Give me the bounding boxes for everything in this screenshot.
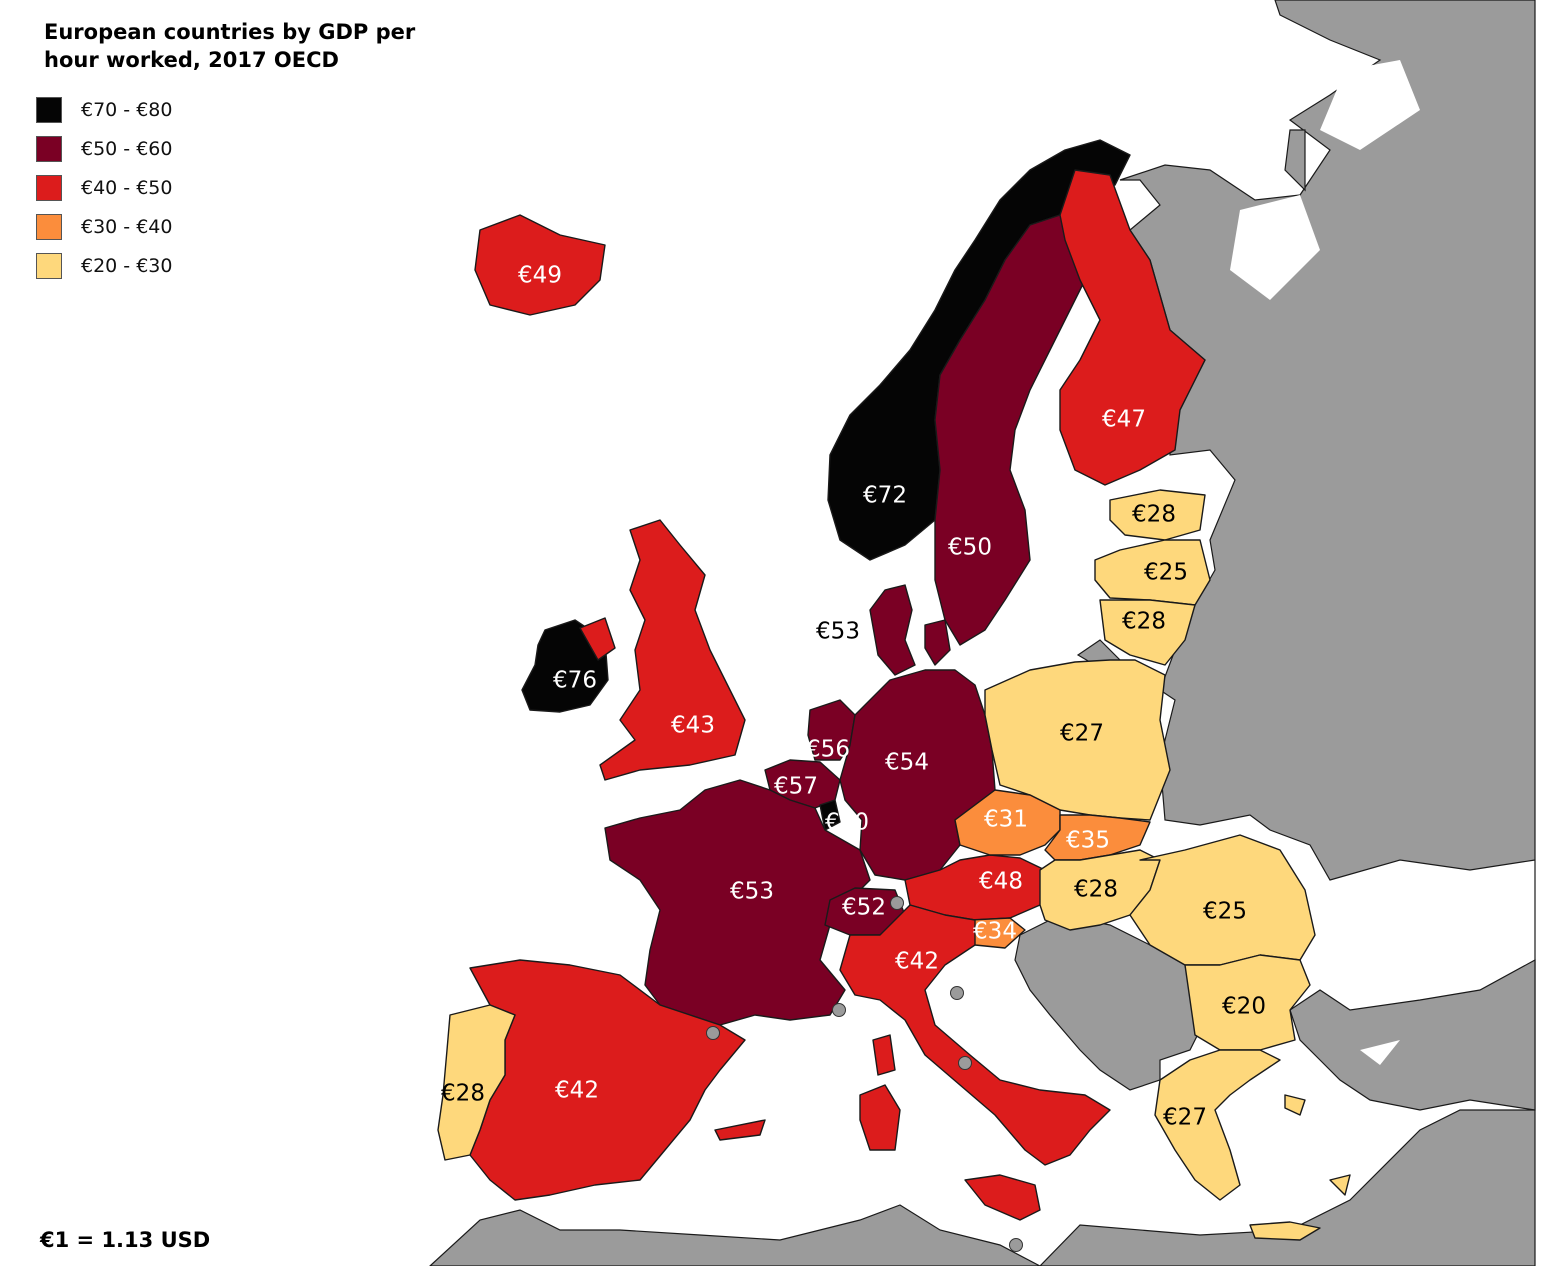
country-denmark — [869, 584, 951, 676]
value-label-finland: €47 — [1102, 407, 1146, 433]
country-shape — [474, 214, 606, 316]
legend-item-40-50: €40 - €50 — [36, 168, 172, 207]
country-france — [604, 779, 871, 1026]
country-shape — [839, 904, 1111, 1166]
city-dot — [706, 1026, 720, 1040]
country-shape — [604, 779, 871, 1026]
country-shape — [807, 699, 856, 761]
value-label-norway: €72 — [863, 483, 907, 509]
country-shape — [1329, 1174, 1351, 1196]
country-shape — [819, 799, 841, 831]
value-label-estonia: €28 — [1132, 502, 1176, 528]
legend-swatch — [36, 96, 62, 123]
currency-footnote: €1 = 1.13 USD — [40, 1228, 211, 1252]
country-lithuania — [1099, 599, 1196, 666]
country-shape — [1184, 954, 1311, 1051]
value-label-italy: €42 — [895, 949, 939, 975]
country-shape — [599, 519, 746, 781]
value-label-austria: €48 — [979, 869, 1023, 895]
value-label-denmark: €53 — [816, 619, 860, 645]
legend-item-50-60: €50 - €60 — [36, 129, 172, 168]
legend-swatch — [36, 252, 62, 279]
value-label-ireland: €76 — [553, 668, 597, 694]
value-label-netherlands: €56 — [806, 737, 850, 763]
country-shape — [1284, 1094, 1306, 1116]
country-value-labels: €49 €72 €50 €47 €53 €76 €43 €56 €57 €70 €54 €53 €52 €… — [441, 263, 1266, 1131]
value-label-portugal: €28 — [441, 1081, 485, 1107]
value-label-united-kingdom: €43 — [671, 713, 715, 739]
value-label-spain: €42 — [555, 1078, 599, 1104]
country-shape — [1154, 1049, 1281, 1201]
country-italy — [839, 904, 1111, 1221]
value-label-belgium: €57 — [774, 774, 818, 800]
country-poland — [984, 659, 1171, 821]
country-shape — [859, 1084, 901, 1151]
country-shape — [1099, 599, 1196, 666]
country-united-kingdom — [579, 519, 746, 781]
value-label-iceland: €49 — [518, 263, 562, 289]
value-label-switzerland: €52 — [842, 895, 886, 921]
value-label-luxembourg: €70 — [825, 810, 869, 836]
city-dot — [832, 1003, 846, 1017]
country-iceland — [474, 214, 606, 316]
country-shape — [934, 214, 1086, 646]
legend-label: €30 - €40 — [81, 215, 173, 238]
legend-item-70-80: €70 - €80 — [36, 90, 172, 129]
city-dot — [950, 986, 964, 1000]
country-shape — [1249, 1221, 1321, 1241]
value-label-czechia: €31 — [984, 807, 1028, 833]
country-shape — [964, 1174, 1041, 1221]
country-shape — [924, 619, 951, 666]
legend-label: €50 - €60 — [81, 137, 173, 160]
capital-dots — [706, 896, 1023, 1252]
value-label-hungary: €28 — [1074, 877, 1118, 903]
city-dot — [890, 896, 904, 910]
value-label-slovenia: €34 — [973, 919, 1017, 945]
country-shape — [1094, 539, 1211, 606]
country-spain — [469, 959, 766, 1201]
map-title: European countries by GDP per hour worke… — [44, 20, 416, 72]
legend-swatch — [36, 213, 62, 240]
country-shapes — [437, 139, 1351, 1241]
country-shape — [437, 1004, 516, 1161]
country-sweden — [934, 214, 1086, 646]
legend-item-30-40: €30 - €40 — [36, 207, 172, 246]
value-label-sweden: €50 — [948, 535, 992, 561]
country-shape — [1109, 489, 1206, 541]
value-label-bulgaria: €20 — [1222, 994, 1266, 1020]
country-shape — [714, 1119, 766, 1141]
value-label-lithuania: €28 — [1122, 609, 1166, 635]
country-shape — [869, 584, 916, 676]
country-shape — [872, 1034, 896, 1076]
value-label-poland: €27 — [1060, 721, 1104, 747]
value-label-france: €53 — [730, 879, 774, 905]
legend-swatch — [36, 174, 62, 201]
value-label-slovakia: €35 — [1066, 828, 1110, 854]
legend-label: €40 - €50 — [81, 176, 173, 199]
country-finland — [1059, 169, 1206, 486]
country-estonia — [1109, 489, 1206, 541]
country-netherlands — [807, 699, 856, 761]
country-portugal — [437, 1004, 516, 1161]
value-label-greece: €27 — [1163, 1105, 1207, 1131]
country-bulgaria — [1184, 954, 1311, 1051]
legend-swatch — [36, 135, 62, 162]
value-label-germany: €54 — [885, 750, 929, 776]
value-label-romania: €25 — [1203, 899, 1247, 925]
city-dot — [958, 1056, 972, 1070]
country-shape — [1059, 169, 1206, 486]
non-data-land — [429, 0, 1536, 1266]
legend-item-20-30: €20 - €30 — [36, 246, 172, 285]
country-luxembourg — [819, 799, 841, 831]
value-label-latvia: €25 — [1144, 560, 1188, 586]
legend-label: €20 - €30 — [81, 254, 173, 277]
legend-label: €70 - €80 — [81, 98, 173, 121]
country-greece — [1154, 1049, 1351, 1241]
country-latvia — [1094, 539, 1211, 606]
country-shape — [984, 659, 1171, 821]
legend: €70 - €80 €50 - €60 €40 - €50 €30 - €40 … — [36, 90, 172, 285]
country-shape — [579, 617, 616, 661]
city-dot — [1009, 1238, 1023, 1252]
